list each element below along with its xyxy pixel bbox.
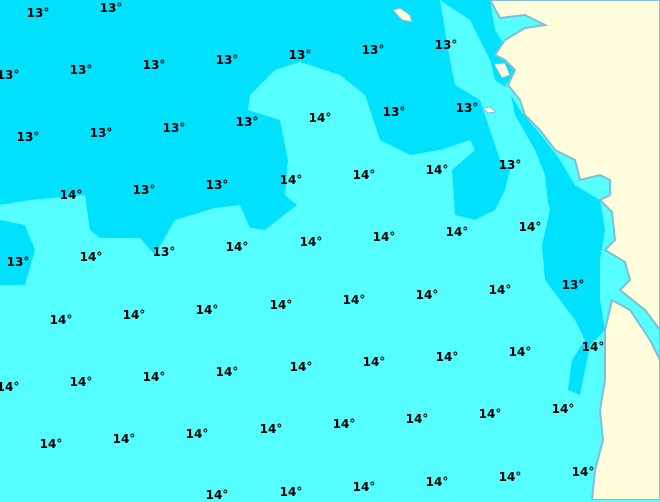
- temperature-label: 14°: [478, 407, 502, 421]
- temperature-label: 14°: [425, 163, 449, 177]
- temperature-label: 14°: [508, 345, 532, 359]
- temperature-label: 14°: [69, 375, 93, 389]
- temperature-label: 13°: [142, 58, 166, 72]
- temperature-label: 13°: [6, 255, 30, 269]
- temperature-label: 14°: [551, 402, 575, 416]
- temperature-label: 14°: [205, 488, 229, 502]
- temperature-label: 13°: [215, 53, 239, 67]
- temperature-label: 13°: [152, 245, 176, 259]
- temperature-label: 14°: [352, 480, 376, 494]
- temperature-label: 14°: [279, 173, 303, 187]
- temperature-label: 14°: [289, 360, 313, 374]
- temperature-label: 13°: [0, 68, 20, 82]
- sea-zone-13: [0, 0, 605, 395]
- temperature-label: 13°: [455, 101, 479, 115]
- temperature-label: 14°: [142, 370, 166, 384]
- temperature-label: 14°: [445, 225, 469, 239]
- temperature-label: 14°: [0, 380, 20, 394]
- temperature-label: 14°: [59, 188, 83, 202]
- temperature-label: 13°: [382, 105, 406, 119]
- temperature-label: 13°: [205, 178, 229, 192]
- temperature-label: 14°: [195, 303, 219, 317]
- temperature-label: 14°: [308, 111, 332, 125]
- temperature-label: 14°: [415, 288, 439, 302]
- temperature-label: 13°: [69, 63, 93, 77]
- island: [493, 62, 511, 79]
- temperature-label: 13°: [132, 183, 156, 197]
- island: [481, 106, 498, 114]
- temperature-label: 14°: [362, 355, 386, 369]
- temperature-label: 13°: [288, 48, 312, 62]
- sea-zone-14-inlet: [440, 0, 548, 210]
- temperature-label: 14°: [425, 475, 449, 489]
- island: [392, 7, 413, 23]
- temperature-label: 14°: [435, 350, 459, 364]
- temperature-label: 14°: [372, 230, 396, 244]
- temperature-label: 14°: [39, 437, 63, 451]
- temperature-label: 14°: [279, 485, 303, 499]
- temperature-label: 13°: [561, 278, 585, 292]
- temperature-label: 13°: [26, 6, 50, 20]
- temperature-label: 14°: [571, 465, 595, 479]
- temperature-label: 14°: [259, 422, 283, 436]
- temperature-label: 14°: [112, 432, 136, 446]
- temperature-label: 13°: [434, 38, 458, 52]
- temperature-label: 13°: [361, 43, 385, 57]
- temperature-label: 14°: [405, 412, 429, 426]
- temperature-label: 13°: [498, 158, 522, 172]
- temperature-label: 14°: [299, 235, 323, 249]
- temperature-label: 13°: [235, 115, 259, 129]
- sea-zone-13-west: [0, 220, 35, 285]
- temperature-label: 14°: [488, 283, 512, 297]
- temperature-label: 13°: [162, 121, 186, 135]
- temperature-label: 14°: [498, 470, 522, 484]
- temperature-label: 14°: [185, 427, 209, 441]
- temperature-label: 14°: [352, 168, 376, 182]
- temperature-label: 14°: [79, 250, 103, 264]
- temperature-label: 14°: [225, 240, 249, 254]
- temperature-label: 14°: [342, 293, 366, 307]
- temperature-label: 14°: [332, 417, 356, 431]
- temperature-label: 13°: [16, 130, 40, 144]
- temperature-label: 13°: [89, 126, 113, 140]
- temperature-label: 13°: [99, 1, 123, 15]
- temperature-label: 14°: [215, 365, 239, 379]
- temperature-label: 14°: [49, 313, 73, 327]
- land: [488, 0, 660, 500]
- temperature-label: 14°: [122, 308, 146, 322]
- temperature-label: 14°: [269, 298, 293, 312]
- temperature-label: 14°: [518, 220, 542, 234]
- temperature-label: 14°: [581, 340, 605, 354]
